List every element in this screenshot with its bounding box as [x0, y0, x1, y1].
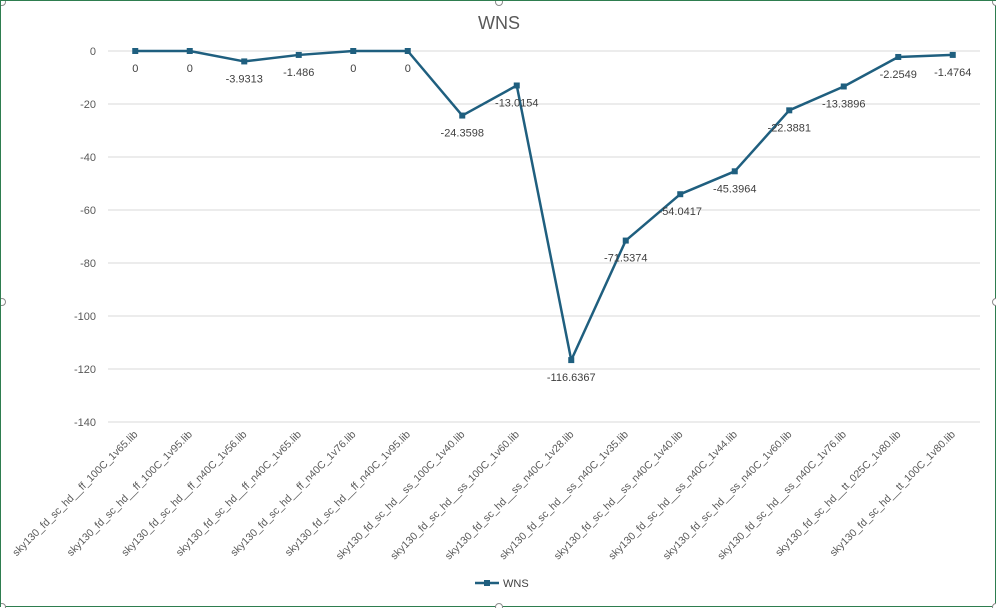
y-tick-label: 0 — [90, 46, 96, 58]
resize-handle-bottom[interactable] — [496, 604, 503, 608]
resize-handle-top[interactable] — [496, 1, 503, 6]
x-axis-ticks: sky130_fd_sc_hd__ff_100C_1v65.libsky130_… — [10, 429, 958, 563]
resize-handle-right[interactable] — [993, 299, 996, 306]
data-label: -3.9313 — [226, 73, 263, 85]
data-point-marker — [895, 54, 901, 60]
legend-label: WNS — [503, 578, 529, 590]
data-label: 0 — [405, 63, 411, 75]
resize-handle-bottom-left[interactable] — [1, 604, 6, 608]
data-label: -71.5374 — [604, 253, 647, 265]
data-point-marker — [132, 48, 138, 54]
data-point-marker — [459, 113, 465, 119]
data-point-marker — [241, 58, 247, 64]
resize-handle-top-left[interactable] — [1, 1, 6, 6]
chart-title: WNS — [478, 13, 520, 33]
y-tick-label: -140 — [74, 417, 96, 429]
y-tick-label: -120 — [74, 364, 96, 376]
data-point-marker — [187, 48, 193, 54]
legend: WNS — [475, 578, 529, 590]
data-labels: 0 0 -3.9313 -1.486 0 0 -24.3598 -13.0154 -116.63… — [132, 63, 971, 384]
data-label: -13.3896 — [822, 98, 865, 110]
resize-handle-bottom-right[interactable] — [993, 604, 996, 608]
data-point-marker — [677, 191, 683, 197]
data-label: 0 — [350, 63, 356, 75]
series-line-group — [135, 51, 953, 360]
data-point-marker — [623, 238, 629, 244]
y-tick-label: -20 — [80, 99, 96, 111]
data-label: 0 — [187, 63, 193, 75]
data-point-marker — [786, 107, 792, 113]
y-axis-ticks: 0 -20 -40 -60 -80 -100 -120 -140 — [74, 46, 96, 429]
y-tick-label: -100 — [74, 311, 96, 323]
data-point-marker — [350, 48, 356, 54]
data-point-marker — [732, 168, 738, 174]
data-point-marker — [841, 83, 847, 89]
data-label: -45.3964 — [713, 183, 756, 195]
legend-marker-icon — [484, 580, 490, 586]
x-tick-label: sky130_fd_sc_hd__tt_100C_1v80.lib — [828, 429, 958, 559]
data-label: -116.6367 — [547, 372, 596, 384]
data-label: -1.4764 — [934, 67, 971, 79]
series-line — [135, 51, 953, 360]
data-point-marker — [405, 48, 411, 54]
data-point-marker — [568, 357, 574, 363]
data-label: 0 — [132, 63, 138, 75]
data-label: -1.486 — [283, 67, 314, 79]
data-label: -24.3598 — [441, 128, 484, 140]
data-label: -22.3881 — [768, 122, 811, 134]
y-tick-label: -80 — [80, 258, 96, 270]
data-label: -13.0154 — [495, 97, 538, 109]
resize-handle-top-right[interactable] — [993, 1, 996, 6]
data-label: -54.0417 — [659, 206, 702, 218]
y-tick-label: -60 — [80, 205, 96, 217]
resize-handle-left[interactable] — [1, 299, 6, 306]
data-label: -2.2549 — [880, 69, 917, 81]
y-tick-label: -40 — [80, 152, 96, 164]
data-point-marker — [296, 52, 302, 58]
data-point-marker — [514, 82, 520, 88]
data-point-marker — [950, 52, 956, 58]
